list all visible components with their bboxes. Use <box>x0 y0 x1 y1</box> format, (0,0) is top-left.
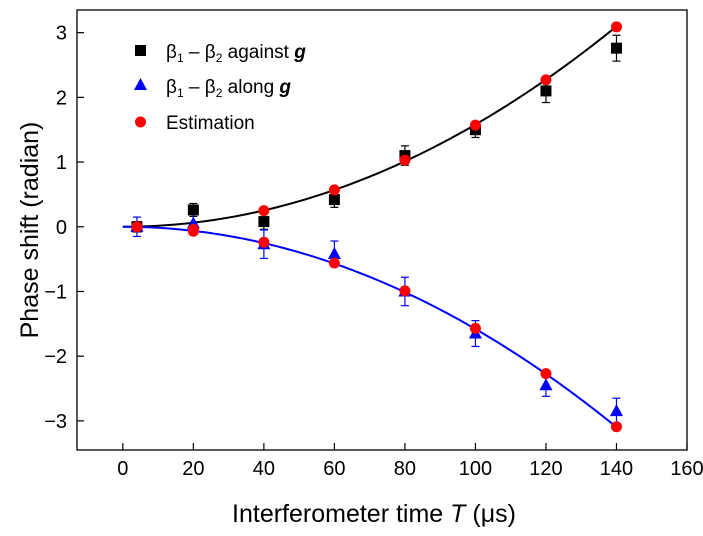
point-against <box>328 194 340 206</box>
point-Estimation-lower <box>610 421 622 433</box>
y-axis-label: Phase shift (radian) <box>16 122 44 339</box>
point-against <box>187 204 199 216</box>
point-against <box>258 216 270 228</box>
y-tick-label: 1 <box>56 152 67 174</box>
point-against <box>610 42 622 54</box>
x-tick-label: 140 <box>600 458 633 480</box>
point-along <box>609 404 623 417</box>
y-tick-label: 3 <box>56 23 67 45</box>
legend-label-along: β1 – β2 along g <box>166 77 291 100</box>
point-Estimation <box>469 119 481 131</box>
point-Estimation <box>540 74 552 86</box>
point-Estimation-lower <box>469 322 481 334</box>
x-axis-label: Interferometer time T (μs) <box>232 500 516 528</box>
point-Estimation <box>328 184 340 196</box>
legend-marker-estimation <box>135 116 146 128</box>
point-Estimation <box>399 154 411 166</box>
legend-marker-along <box>134 78 147 90</box>
x-tick-label: 0 <box>117 458 128 480</box>
point-against <box>540 85 552 97</box>
x-tick-label: 60 <box>323 458 345 480</box>
legend-label-against: β1 – β2 against g <box>166 42 306 65</box>
point-along <box>539 378 553 391</box>
fit-curve-against <box>122 25 618 228</box>
x-tick-label: 20 <box>182 458 204 480</box>
x-tick-label: 100 <box>459 458 492 480</box>
y-tick-label: −2 <box>44 346 67 368</box>
point-along <box>327 246 341 259</box>
point-Estimation-lower <box>328 257 340 269</box>
point-Estimation-lower <box>187 225 199 237</box>
point-Estimation-lower <box>131 221 143 233</box>
legend: β1 – β2 against g β1 – β2 along g Estima… <box>134 42 306 134</box>
legend-marker-against <box>135 45 146 56</box>
y-tick-label: 2 <box>56 87 67 109</box>
point-Estimation-lower <box>258 236 270 248</box>
x-tick-label: 80 <box>394 458 416 480</box>
y-tick-label: 0 <box>56 217 67 239</box>
x-tick-label: 40 <box>253 458 275 480</box>
legend-label-estimation: Estimation <box>166 113 255 134</box>
y-tick-label: −1 <box>44 281 67 303</box>
point-Estimation <box>610 21 622 33</box>
x-tick-label: 120 <box>529 458 562 480</box>
point-Estimation-lower <box>540 368 552 380</box>
point-Estimation-lower <box>399 285 411 297</box>
x-tick-label: 160 <box>670 458 703 480</box>
point-Estimation <box>258 205 270 217</box>
y-tick-label: −3 <box>44 411 67 433</box>
fit-curve-along <box>122 225 618 428</box>
plot-frame <box>76 9 688 451</box>
